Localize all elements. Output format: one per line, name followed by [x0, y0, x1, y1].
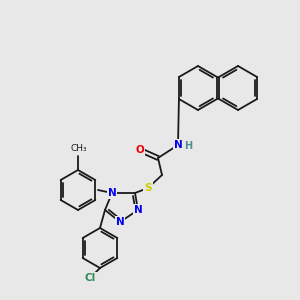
- Text: N: N: [108, 188, 116, 198]
- Text: Cl: Cl: [84, 273, 96, 283]
- Text: O: O: [136, 145, 144, 155]
- Text: N: N: [174, 140, 182, 150]
- Text: S: S: [144, 183, 152, 193]
- Text: H: H: [184, 141, 192, 151]
- Text: CH₃: CH₃: [71, 144, 87, 153]
- Text: N: N: [134, 205, 142, 215]
- Text: N: N: [116, 217, 124, 227]
